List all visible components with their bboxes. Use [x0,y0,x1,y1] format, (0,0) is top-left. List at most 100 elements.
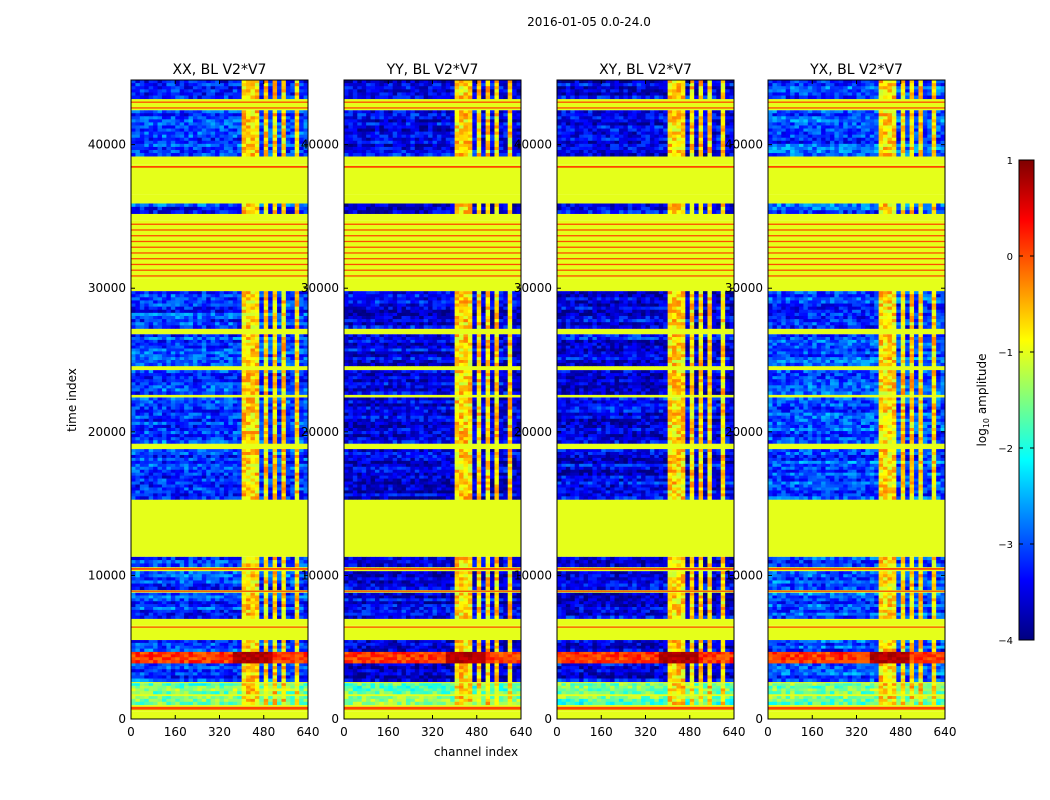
heatmap-cell [277,373,282,377]
heatmap-cell [303,319,308,323]
heatmap-cell [215,322,220,326]
heatmap-cell [131,128,136,132]
heatmap-cell [201,484,207,488]
heatmap-cell [299,412,304,417]
heatmap-cell [210,373,216,377]
heatmap-cell [153,140,158,145]
heatmap-cell [139,339,145,344]
heatmap-cell [148,421,154,426]
heatmap-cell [144,137,150,142]
heatmap-cell [281,382,287,386]
heatmap-cell [263,449,269,453]
heatmap-cell [299,469,304,474]
heatmap-cell [157,437,163,441]
heatmap-cell [210,134,216,139]
heatmap-cell [166,487,172,491]
heatmap-cell [272,642,278,647]
heatmap-cell [170,645,176,650]
heatmap-cell [272,388,278,392]
heatmap-cell [131,612,136,617]
heatmap-cell [228,586,234,591]
heatmap-cell [206,319,212,323]
heatmap-cell [192,373,198,377]
heatmap-cell [215,418,220,423]
heatmap-cell [259,463,265,468]
heatmap-cell [294,478,300,482]
heatmap-cell [139,342,145,347]
heatmap-cell [166,116,172,120]
heatmap-cell [144,337,150,341]
heatmap-cell [268,421,273,426]
heatmap-cell [161,309,167,314]
heatmap-cell [290,698,296,703]
heatmap-cell [219,376,225,380]
heatmap-cell [246,309,251,314]
heatmap-cell [299,325,304,329]
heatmap-cell [285,493,291,497]
heatmap-cell [170,466,176,471]
heatmap-cell [144,586,150,591]
heatmap-cell [268,449,273,453]
heatmap-cell [237,397,243,401]
heatmap-cell [206,203,212,208]
heatmap-cell [201,306,207,311]
heatmap-cell [157,672,163,676]
heatmap-cell [179,583,185,588]
heatmap-cell [263,294,269,298]
heatmap-cell [219,437,225,441]
heatmap-cell [290,454,296,459]
heatmap-cell [277,406,282,410]
heatmap-cell [259,472,265,477]
heatmap-cell [157,415,163,420]
heatmap-cell [232,297,238,301]
heatmap-cell [285,657,291,661]
heatmap-cell [268,586,273,591]
heatmap-cell [201,640,207,644]
heatmap-cell [299,83,304,87]
heatmap-cell [148,601,154,605]
heatmap-cell [175,206,181,211]
heatmap-cell [131,119,136,123]
heatmap-cell [299,672,304,676]
heatmap-cell [228,457,234,462]
heatmap-cell [179,119,185,123]
heatmap-cell [219,379,225,383]
heatmap-cell [219,206,225,211]
heatmap-cell [294,319,300,323]
heatmap-cell [188,427,194,432]
heatmap-cell [241,457,247,462]
heatmap-cell [241,672,247,676]
heatmap-cell [232,577,238,581]
heatmap-cell [232,406,238,410]
heatmap-cell [166,560,172,564]
heatmap-cell [246,678,251,683]
heatmap-cell [184,598,189,602]
heatmap-cell [131,345,136,349]
heatmap-cell [157,379,163,383]
heatmap-cell [303,669,308,673]
heatmap-cell [210,306,216,311]
heatmap-cell [153,563,158,568]
heatmap-cell [210,451,216,456]
heatmap-cell [259,362,265,367]
heatmap-cell [179,325,185,329]
heatmap-cell [223,574,229,578]
heatmap-cell [148,348,154,352]
heatmap-cell [144,577,150,581]
heatmap-cell [241,370,247,374]
heatmap-cell [153,685,158,689]
heatmap-cell [219,412,225,417]
heatmap-cell [184,427,189,432]
heatmap-cell [285,437,291,441]
heatmap-cell [161,701,167,706]
heatmap-cell [166,385,172,389]
heatmap-cell [166,312,172,317]
heatmap-cell [201,418,207,423]
heatmap-cell [166,574,172,578]
heatmap-cell [157,342,163,347]
heatmap-cell [139,415,145,420]
heatmap-cell [303,306,308,311]
heatmap-cell [281,560,287,564]
heatmap-cell [175,449,181,453]
heatmap-cell [210,303,216,308]
